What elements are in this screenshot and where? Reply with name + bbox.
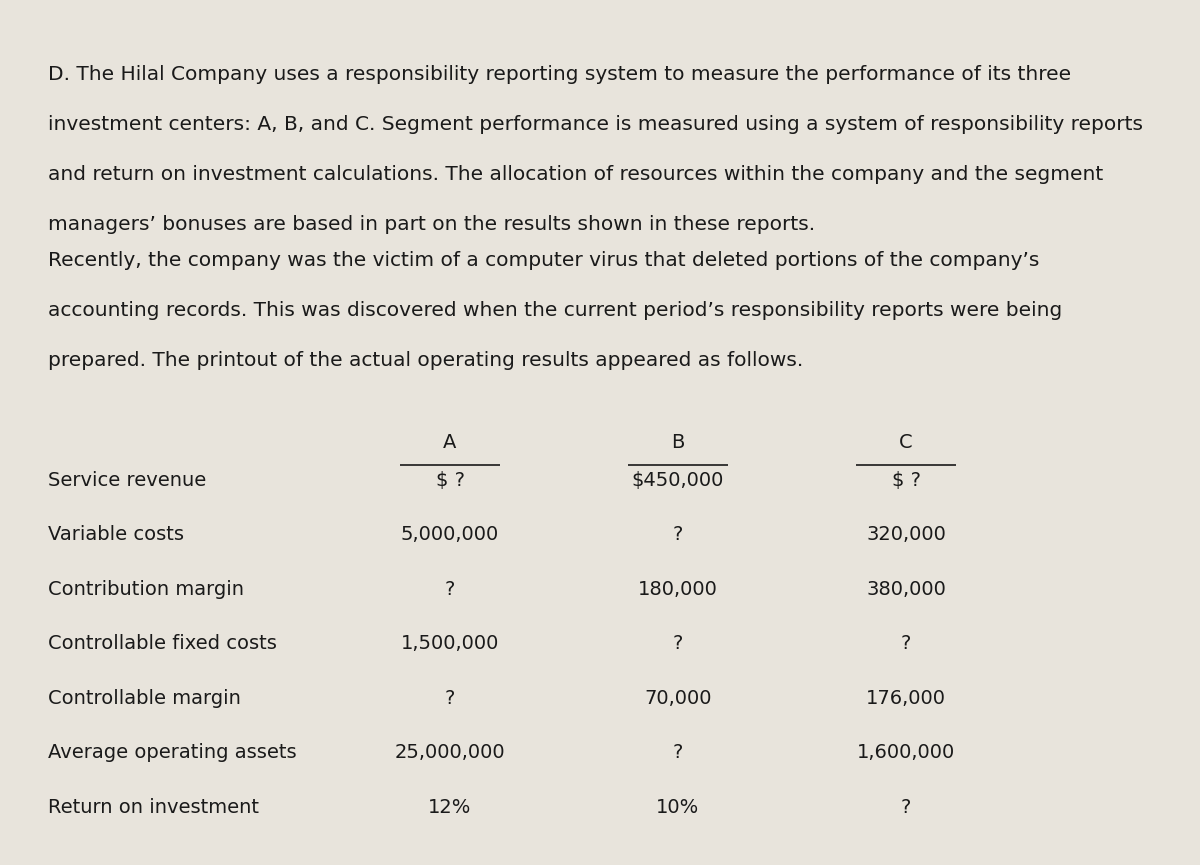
Text: prepared. The printout of the actual operating results appeared as follows.: prepared. The printout of the actual ope… [48, 351, 803, 370]
Text: 176,000: 176,000 [866, 689, 946, 708]
Text: Variable costs: Variable costs [48, 525, 184, 544]
Text: ?: ? [901, 798, 911, 817]
Text: 180,000: 180,000 [638, 580, 718, 599]
Text: ?: ? [673, 525, 683, 544]
Text: ?: ? [901, 634, 911, 653]
Text: A: A [443, 432, 457, 452]
Text: 1,500,000: 1,500,000 [401, 634, 499, 653]
Text: 320,000: 320,000 [866, 525, 946, 544]
Text: C: C [899, 432, 913, 452]
Text: managers’ bonuses are based in part on the results shown in these reports.: managers’ bonuses are based in part on t… [48, 215, 815, 234]
Text: Return on investment: Return on investment [48, 798, 259, 817]
Text: $ ?: $ ? [436, 471, 464, 490]
Text: $450,000: $450,000 [632, 471, 724, 490]
Text: 10%: 10% [656, 798, 700, 817]
Text: Service revenue: Service revenue [48, 471, 206, 490]
Text: 70,000: 70,000 [644, 689, 712, 708]
Text: investment centers: A, B, and C. Segment performance is measured using a system : investment centers: A, B, and C. Segment… [48, 115, 1142, 134]
Text: Average operating assets: Average operating assets [48, 743, 296, 762]
Text: accounting records. This was discovered when the current period’s responsibility: accounting records. This was discovered … [48, 301, 1062, 320]
Text: 5,000,000: 5,000,000 [401, 525, 499, 544]
Text: 380,000: 380,000 [866, 580, 946, 599]
Text: ?: ? [673, 634, 683, 653]
Text: $ ?: $ ? [892, 471, 920, 490]
Text: ?: ? [445, 689, 455, 708]
Text: 25,000,000: 25,000,000 [395, 743, 505, 762]
Text: and return on investment calculations. The allocation of resources within the co: and return on investment calculations. T… [48, 165, 1103, 184]
Text: Controllable margin: Controllable margin [48, 689, 241, 708]
Text: D. The Hilal Company uses a responsibility reporting system to measure the perfo: D. The Hilal Company uses a responsibili… [48, 65, 1072, 84]
Text: 1,600,000: 1,600,000 [857, 743, 955, 762]
Text: ?: ? [673, 743, 683, 762]
Text: B: B [671, 432, 685, 452]
Text: Recently, the company was the victim of a computer virus that deleted portions o: Recently, the company was the victim of … [48, 251, 1039, 270]
Text: Contribution margin: Contribution margin [48, 580, 244, 599]
Text: Controllable fixed costs: Controllable fixed costs [48, 634, 277, 653]
Text: 12%: 12% [428, 798, 472, 817]
Text: ?: ? [445, 580, 455, 599]
